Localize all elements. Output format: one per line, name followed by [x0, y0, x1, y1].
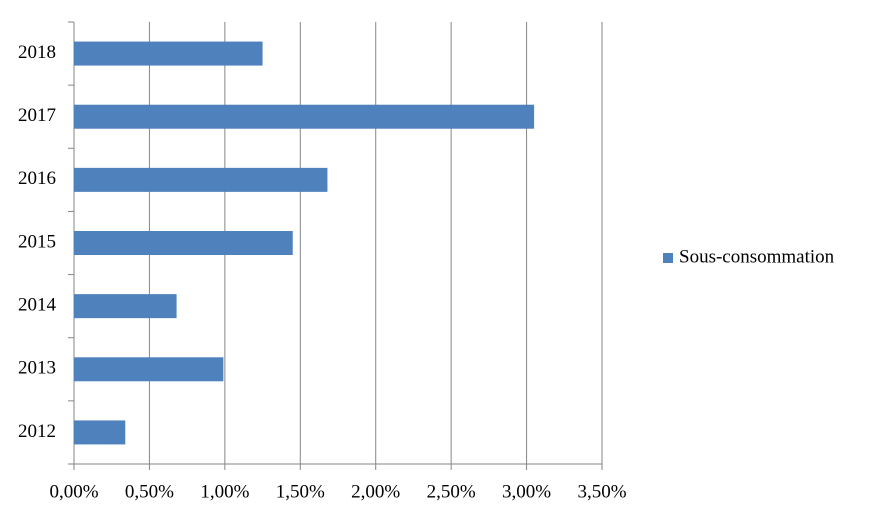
y-tick-label: 2013 [18, 358, 56, 379]
bar [74, 41, 263, 66]
bar [74, 294, 177, 319]
x-tick-label: 2,50% [427, 481, 476, 502]
x-tick-label: 0,50% [125, 481, 174, 502]
bar [74, 420, 126, 445]
legend-swatch [663, 253, 673, 263]
x-tick-label: 3,00% [502, 481, 551, 502]
x-tick-label: 0,00% [49, 481, 98, 502]
y-tick-label: 2015 [18, 231, 56, 252]
bar [74, 104, 535, 129]
bar [74, 357, 224, 382]
x-tick-label: 1,50% [276, 481, 325, 502]
y-tick-label: 2017 [18, 105, 56, 126]
y-tick-label: 2014 [18, 295, 57, 316]
bar [74, 167, 328, 192]
x-tick-label: 3,50% [577, 481, 626, 502]
legend-label: Sous-consommation [679, 246, 835, 267]
y-tick-label: 2012 [18, 421, 56, 442]
x-tick-label: 1,00% [200, 481, 249, 502]
bar [74, 231, 293, 255]
y-tick-label: 2016 [18, 168, 56, 189]
y-tick-label: 2018 [18, 42, 56, 63]
x-tick-label: 2,00% [351, 481, 400, 502]
